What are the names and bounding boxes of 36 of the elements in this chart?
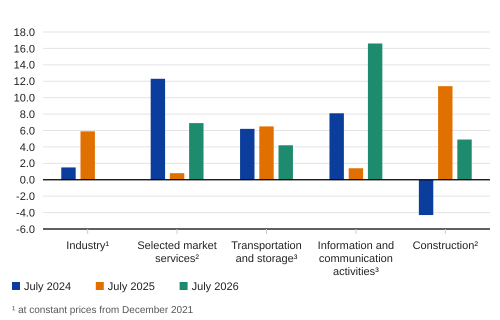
x-tick-label: Construction²: [412, 240, 478, 252]
x-tick-label: Selected market services²: [137, 240, 217, 265]
legend-label: July 2025: [108, 281, 155, 293]
bar: [438, 86, 453, 180]
y-tick-label: 12.0: [14, 76, 35, 88]
x-tick-label: Transportation and storage³: [231, 240, 302, 265]
y-tick-label: 14.0: [14, 60, 35, 72]
y-tick-label: 2.0: [20, 158, 35, 170]
y-tick-label: 0.0: [20, 174, 35, 187]
bar: [170, 173, 184, 180]
y-tick-label: -6.0: [16, 224, 35, 236]
bar: [418, 180, 434, 216]
y-tick-label: 4.0: [20, 142, 35, 154]
bar: [457, 140, 472, 180]
bar: [278, 145, 293, 180]
bar: [368, 43, 382, 180]
y-tick-label: 6.0: [20, 125, 35, 138]
x-tick-label: Industry¹: [66, 240, 110, 252]
y-tick-label: 10.0: [14, 92, 35, 105]
bar: [61, 167, 76, 180]
bar: [150, 78, 166, 180]
bar: [240, 128, 254, 180]
legend-label: July 2026: [192, 281, 239, 293]
y-tick-label: -4.0: [16, 207, 35, 220]
y-tick-label: 18.0: [14, 26, 35, 39]
bar: [348, 168, 364, 180]
bar: [80, 131, 95, 180]
bar: [329, 113, 344, 180]
bar: [189, 123, 204, 180]
y-tick-label: 16.0: [14, 43, 35, 56]
y-tick-label: 8.0: [20, 108, 35, 121]
x-tick-label: Information and communication activities³: [318, 240, 394, 278]
y-tick-label: -2.0: [16, 191, 35, 204]
bar: [259, 126, 274, 180]
legend-label: July 2024: [24, 281, 72, 293]
text: ¹ at constant prices from December 2021: [12, 305, 194, 316]
